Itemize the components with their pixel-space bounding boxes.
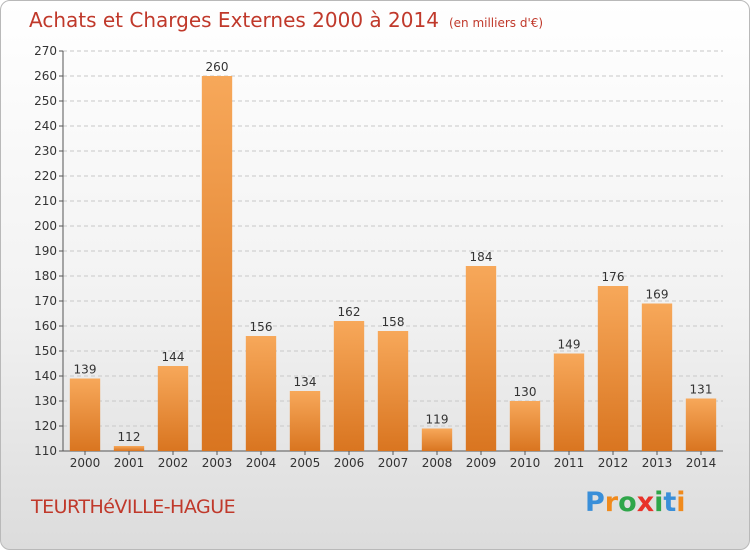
bar-2009	[465, 266, 497, 451]
y-tick-label: 130	[34, 394, 57, 408]
x-tick-label-2013: 2013	[642, 456, 673, 470]
logo-letter: i	[654, 487, 664, 518]
logo-letter: r	[604, 487, 619, 518]
data-label-2005: 134	[294, 375, 317, 389]
bar-2006	[333, 321, 365, 451]
data-label-2010: 130	[514, 385, 537, 399]
y-tick-label: 210	[34, 194, 57, 208]
bar-2012	[597, 286, 629, 451]
logo-letter: P	[585, 487, 605, 518]
y-tick-label: 200	[34, 219, 57, 233]
x-tick-label-2008: 2008	[422, 456, 453, 470]
y-tick-label: 240	[34, 119, 57, 133]
data-label-2004: 156	[250, 320, 273, 334]
y-tick-label: 160	[34, 319, 57, 333]
data-label-2008: 119	[426, 413, 449, 427]
y-tick-label: 120	[34, 419, 57, 433]
chart-unit: (en milliers d'€)	[448, 16, 544, 30]
logo-letter: i	[676, 487, 686, 518]
data-label-2009: 184	[470, 250, 493, 264]
y-tick-label: 140	[34, 369, 57, 383]
x-tick-label-2001: 2001	[114, 456, 145, 470]
bar-2010	[509, 401, 541, 451]
data-label-2001: 112	[118, 430, 141, 444]
x-tick-label-2014: 2014	[686, 456, 717, 470]
bar-2000	[69, 378, 101, 451]
x-tick-label-2007: 2007	[378, 456, 409, 470]
y-tick-label: 150	[34, 344, 57, 358]
bar-2002	[157, 366, 189, 451]
logo-letter: t	[663, 487, 677, 518]
data-label-2002: 144	[162, 350, 185, 364]
data-label-2012: 176	[602, 270, 625, 284]
bar-2004	[245, 336, 277, 451]
bar-2014	[685, 398, 717, 451]
x-tick-label-2011: 2011	[554, 456, 585, 470]
data-label-2007: 158	[382, 315, 405, 329]
data-labels: 139 112 144 260 156 134 162 158 119 184 130 149 176 1…	[74, 60, 713, 444]
logo-letter: o	[618, 487, 637, 518]
bar-2011	[553, 353, 585, 451]
x-tick-label-2010: 2010	[510, 456, 541, 470]
bar-2003	[201, 76, 233, 451]
y-tick-label: 180	[34, 269, 57, 283]
bar-2013	[641, 303, 673, 451]
chart-title-text: Achats et Charges Externes 2000 à 2014	[29, 8, 439, 32]
bar-2005	[289, 391, 321, 451]
y-tick-label: 170	[34, 294, 57, 308]
bar-2007	[377, 331, 409, 451]
proxiti-logo: Proxiti	[585, 487, 686, 518]
x-tick-label-2000: 2000	[70, 456, 101, 470]
y-tick-label: 230	[34, 144, 57, 158]
y-tick-label: 250	[34, 94, 57, 108]
x-tick-label-2002: 2002	[158, 456, 189, 470]
y-tick-label: 220	[34, 169, 57, 183]
y-tick-label: 260	[34, 69, 57, 83]
x-tick-label-2004: 2004	[246, 456, 277, 470]
data-label-2000: 139	[74, 363, 97, 377]
x-tick-label-2012: 2012	[598, 456, 629, 470]
x-tick-label-2009: 2009	[466, 456, 497, 470]
x-tick-label-2006: 2006	[334, 456, 365, 470]
data-label-2011: 149	[558, 338, 581, 352]
data-label-2003: 260	[206, 60, 229, 74]
x-tick-label-2005: 2005	[290, 456, 321, 470]
data-label-2006: 162	[338, 305, 361, 319]
axes: 110 120 130 140 150 160 170 180 190 200 210 220 230 2…	[34, 44, 723, 470]
y-tick-label: 190	[34, 244, 57, 258]
bars	[69, 76, 717, 451]
bar-2008	[421, 428, 453, 451]
chart-title: Achats et Charges Externes 2000 à 2014 (e…	[29, 8, 543, 32]
place-name: TEURTHéVILLE-HAGUE	[31, 496, 236, 518]
data-label-2014: 131	[690, 383, 713, 397]
bar-2001	[113, 446, 145, 451]
logo-letter: x	[636, 487, 655, 518]
y-tick-label: 110	[34, 444, 57, 458]
x-tick-label-2003: 2003	[202, 456, 233, 470]
y-tick-label: 270	[34, 44, 57, 58]
data-label-2013: 169	[646, 288, 669, 302]
